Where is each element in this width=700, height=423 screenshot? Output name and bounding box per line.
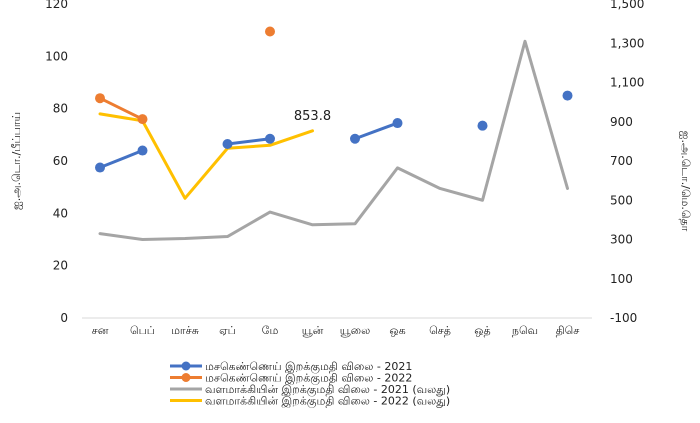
- legend: மசகெண்ணெய் இறக்குமதி விலை - 2021மசகெண்ணெ…: [170, 360, 450, 410]
- left-tick-label: 60: [53, 154, 68, 168]
- right-tick-label: 1,500: [610, 0, 644, 11]
- left-tick-label: 40: [53, 206, 68, 220]
- left-tick-label: 0: [60, 311, 68, 325]
- right-tick-label: 300: [610, 233, 633, 247]
- left-tick-label: 100: [45, 49, 68, 63]
- series-line-1: [98, 149, 144, 170]
- right-tick-label: -100: [610, 311, 637, 325]
- series-line-2: [98, 96, 144, 121]
- series-line-3: [98, 39, 569, 241]
- series-line-1: [226, 137, 272, 146]
- data-labels: 853.8: [294, 109, 331, 124]
- series-1-point: [350, 133, 360, 144]
- right-tick-label: 700: [610, 154, 633, 168]
- x-tick-label: சன: [92, 324, 109, 337]
- series-2-point: [265, 26, 275, 37]
- x-tick-label: ஒத்: [474, 324, 490, 337]
- right-tick-label: 900: [610, 115, 633, 129]
- x-tick-label: ஏப்: [219, 324, 236, 337]
- legend-swatch-marker: [181, 373, 191, 382]
- right-tick-label: 100: [610, 272, 633, 286]
- left-tick-label: 80: [53, 102, 68, 116]
- right-tick-label: 1,100: [610, 76, 644, 90]
- series-1-point: [562, 90, 573, 101]
- left-axis-ticks: 0 20 40 60 80 100 120: [45, 0, 68, 325]
- series-2-point: [137, 114, 148, 125]
- right-tick-label: 500: [610, 193, 633, 207]
- legend-entry-label: மசகெண்ணெய் இறக்குமதி விலை - 2022: [205, 372, 412, 387]
- series-1-point: [137, 145, 148, 156]
- series-2-point: [95, 93, 105, 104]
- left-tick-label: 20: [53, 259, 68, 273]
- left-axis-title: ஐ.அ.டொ./பீப்பாய்: [10, 112, 23, 210]
- legend-entry-label: மசகெண்ணெய் இறக்குமதி விலை - 2021: [205, 360, 412, 375]
- series-lines: [98, 39, 569, 241]
- series-1-point: [222, 138, 233, 149]
- x-axis-ticks: சன பெப் மாச்சு ஏப் மே யூன் யூலை ஒக செத் ஒத் நவெ திச…: [92, 324, 580, 337]
- legend-entry-label: வளமாக்கியின் இறக்குமதி விலை - 2021 (வலது…: [205, 383, 450, 398]
- series-1-point: [265, 133, 275, 144]
- x-tick-label: திசெ: [556, 324, 580, 337]
- right-tick-label: 1,300: [610, 36, 644, 50]
- legend-swatch-marker: [181, 361, 191, 371]
- x-tick-label: நவெ: [512, 324, 538, 337]
- x-tick-label: மே: [262, 324, 279, 337]
- x-tick-label: யூன்: [302, 324, 324, 337]
- series-line-4: [98, 112, 314, 200]
- series-1-point: [477, 120, 488, 131]
- series-1-point: [392, 118, 403, 129]
- x-tick-label: யூலை: [340, 324, 370, 337]
- right-axis-ticks: -100 100 300 500 700 900 1,100 1,300 1,500: [610, 0, 644, 325]
- x-tick-label: மாச்சு: [171, 324, 199, 337]
- x-tick-label: பெப்: [130, 324, 155, 337]
- right-axis-title: ஐ.அ.டொ./மெ.தொ: [679, 131, 692, 232]
- series-line-1: [353, 121, 399, 141]
- data-label: 853.8: [294, 109, 331, 124]
- x-tick-label: செத்: [429, 324, 451, 337]
- legend-entry-label: வளமாக்கியின் இறக்குமதி விலை - 2022 (வலது…: [205, 395, 450, 410]
- series-1-point: [95, 162, 105, 173]
- series-points: [95, 26, 573, 173]
- left-tick-label: 120: [45, 0, 68, 11]
- x-tick-label: ஒக: [389, 324, 405, 337]
